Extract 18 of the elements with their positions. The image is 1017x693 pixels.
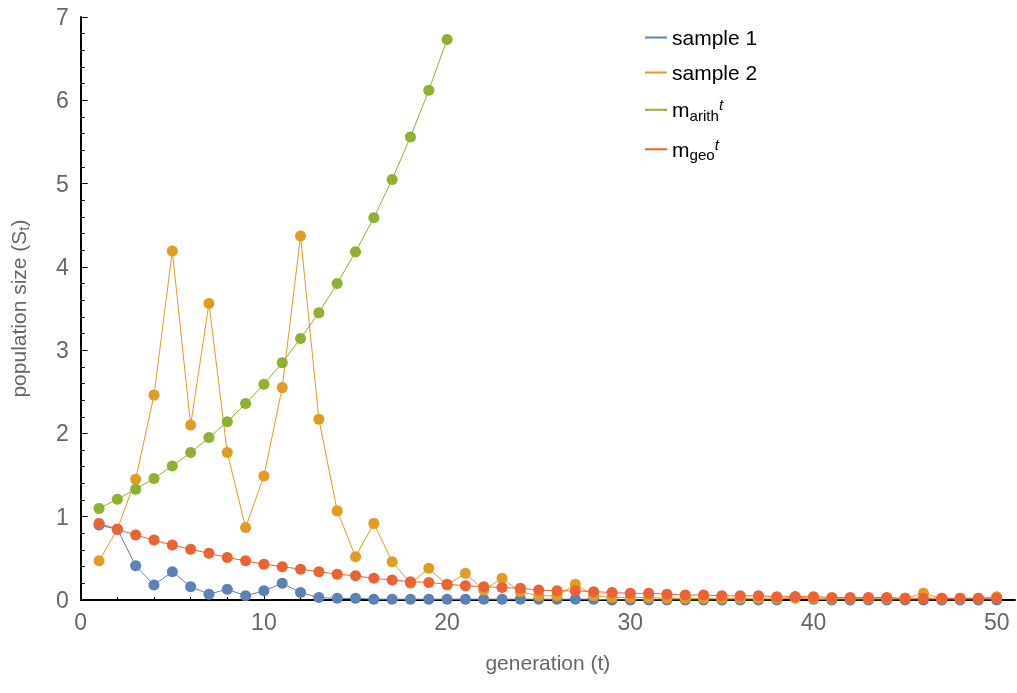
x-tick-label: 50 (983, 608, 1010, 635)
y-tick-label: 0 (55, 587, 69, 613)
y-tick-label: 6 (55, 87, 69, 114)
y-tick-label: 7 (55, 4, 69, 30)
x-axis-title: generation (t) (485, 651, 611, 674)
y-tick-label: 1 (55, 503, 69, 530)
y-tick-label: 4 (55, 253, 69, 280)
y-tick-label: 2 (55, 420, 69, 447)
y-axis-title: population size (St) (7, 219, 32, 398)
x-tick-label: 20 (434, 608, 460, 635)
legend-label: sample 1 (672, 26, 758, 49)
legend-label: sample 2 (672, 61, 758, 84)
y-tick-label: 3 (55, 337, 69, 364)
x-tick-label: 10 (251, 608, 277, 635)
y-tick-label: 5 (55, 170, 69, 197)
x-tick-label: 0 (74, 608, 88, 635)
x-tick-label: 30 (617, 608, 644, 635)
x-tick-label: 40 (800, 608, 827, 635)
